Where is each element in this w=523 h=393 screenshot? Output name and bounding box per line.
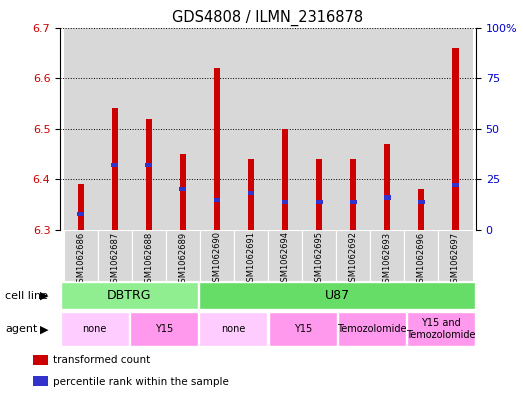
Bar	[438, 28, 472, 230]
Bar	[438, 230, 472, 281]
Text: Y15: Y15	[155, 324, 173, 334]
Text: GSM1062693: GSM1062693	[383, 231, 392, 288]
Bar	[132, 28, 166, 230]
Bar	[350, 200, 357, 204]
Bar	[336, 230, 370, 281]
Text: U87: U87	[325, 289, 350, 302]
Bar	[247, 191, 254, 195]
Text: Y15 and
Temozolomide: Y15 and Temozolomide	[406, 318, 476, 340]
Text: none: none	[83, 324, 107, 334]
Bar	[61, 312, 129, 346]
Bar	[404, 28, 438, 230]
Text: ▶: ▶	[40, 324, 48, 334]
Bar	[166, 230, 200, 281]
Text: agent: agent	[5, 324, 38, 334]
Bar	[146, 119, 152, 230]
Bar	[98, 28, 132, 230]
Bar	[166, 28, 200, 230]
Bar	[282, 200, 289, 204]
Bar	[180, 154, 186, 230]
Text: cell line: cell line	[5, 291, 48, 301]
Bar	[61, 282, 198, 309]
Bar	[316, 159, 322, 230]
Bar	[282, 129, 288, 230]
Bar	[213, 198, 220, 202]
Text: ▶: ▶	[40, 291, 48, 301]
Bar	[370, 230, 404, 281]
Bar	[452, 48, 459, 230]
Bar	[234, 230, 268, 281]
Bar	[64, 230, 98, 281]
Bar	[370, 28, 404, 230]
Text: none: none	[221, 324, 246, 334]
Bar	[77, 184, 84, 230]
Bar	[98, 230, 132, 281]
Text: GSM1062694: GSM1062694	[280, 231, 290, 287]
Bar	[268, 230, 302, 281]
Bar	[384, 195, 391, 200]
Bar	[336, 28, 370, 230]
Text: percentile rank within the sample: percentile rank within the sample	[53, 377, 229, 387]
Bar	[452, 184, 459, 187]
Bar	[145, 163, 152, 167]
Text: GSM1062697: GSM1062697	[451, 231, 460, 288]
Bar	[199, 282, 475, 309]
Bar	[200, 28, 234, 230]
Bar	[404, 230, 438, 281]
Bar	[214, 68, 220, 230]
Text: Temozolomide: Temozolomide	[337, 324, 407, 334]
Bar	[248, 159, 254, 230]
Bar	[132, 230, 166, 281]
Text: GSM1062696: GSM1062696	[417, 231, 426, 288]
Bar	[130, 312, 198, 346]
Text: GSM1062688: GSM1062688	[144, 231, 153, 288]
Bar	[269, 312, 337, 346]
Text: GSM1062692: GSM1062692	[349, 231, 358, 287]
Bar	[384, 144, 390, 230]
Title: GDS4808 / ILMN_2316878: GDS4808 / ILMN_2316878	[173, 10, 363, 26]
Bar	[407, 312, 475, 346]
Bar	[302, 28, 336, 230]
Text: transformed count: transformed count	[53, 355, 151, 365]
Bar	[199, 312, 267, 346]
Bar	[33, 376, 48, 386]
Text: GSM1062691: GSM1062691	[246, 231, 256, 287]
Bar	[316, 200, 323, 204]
Bar	[64, 28, 98, 230]
Bar	[418, 200, 425, 204]
Bar	[179, 187, 186, 191]
Text: GSM1062689: GSM1062689	[178, 231, 187, 288]
Text: GSM1062690: GSM1062690	[212, 231, 221, 287]
Bar	[418, 189, 425, 230]
Bar	[77, 212, 84, 216]
Bar	[111, 108, 118, 230]
Bar	[200, 230, 234, 281]
Bar	[268, 28, 302, 230]
Text: GSM1062687: GSM1062687	[110, 231, 119, 288]
Text: DBTRG: DBTRG	[107, 289, 152, 302]
Bar	[338, 312, 406, 346]
Text: Y15: Y15	[293, 324, 312, 334]
Text: GSM1062695: GSM1062695	[315, 231, 324, 287]
Bar	[33, 355, 48, 365]
Text: GSM1062686: GSM1062686	[76, 231, 85, 288]
Bar	[234, 28, 268, 230]
Bar	[111, 163, 118, 167]
Bar	[302, 230, 336, 281]
Bar	[350, 159, 356, 230]
